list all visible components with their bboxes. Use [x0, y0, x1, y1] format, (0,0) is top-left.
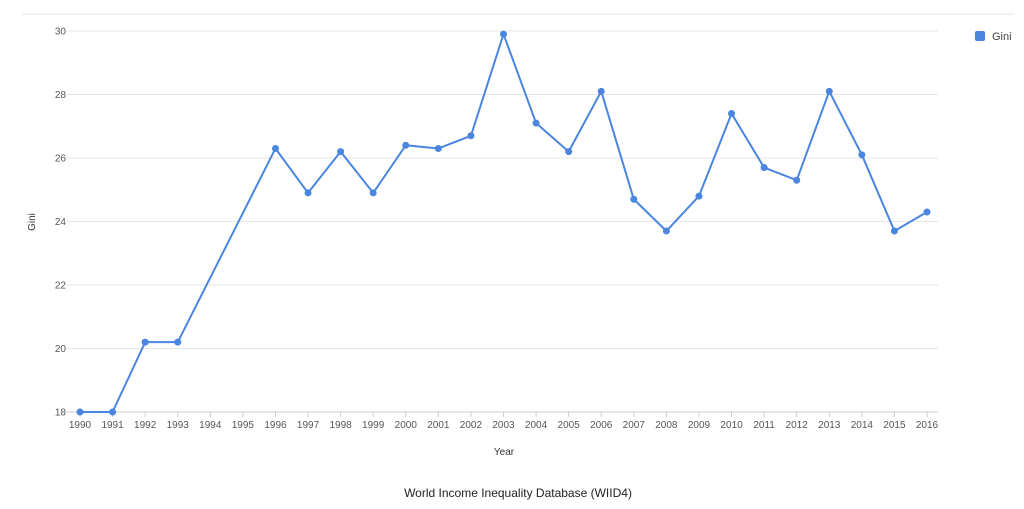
- x-tick-label: 2010: [720, 420, 743, 431]
- x-axis-title: Year: [494, 447, 515, 458]
- x-tick-label: 2016: [916, 420, 939, 431]
- data-point[interactable]: [565, 148, 573, 156]
- x-tick-label: 2011: [753, 420, 775, 431]
- x-tick-label: 2000: [395, 420, 418, 431]
- data-point[interactable]: [500, 30, 507, 38]
- data-point[interactable]: [923, 208, 931, 216]
- legend-swatch: [975, 31, 985, 41]
- data-point[interactable]: [532, 119, 540, 127]
- x-tick-label: 2008: [655, 420, 678, 431]
- x-tick-label: 1998: [329, 420, 352, 431]
- data-point[interactable]: [174, 338, 182, 346]
- x-tick-label: 2013: [818, 420, 841, 431]
- data-point[interactable]: [597, 87, 605, 95]
- x-tick-label: 2003: [492, 420, 515, 431]
- legend-label: Gini: [992, 31, 1012, 43]
- source-caption: World Income Inequality Database (WIID4): [404, 486, 632, 500]
- x-tick-label: 2007: [623, 420, 646, 431]
- data-point[interactable]: [76, 408, 84, 416]
- x-tick-label: 2005: [558, 420, 581, 431]
- x-axis-ticks: 1990 1991 1992 1993 1994 1995 1996 1997 1998 1999…: [69, 412, 939, 431]
- data-point[interactable]: [858, 151, 866, 159]
- x-tick-label: 2009: [688, 420, 711, 431]
- x-tick-label: 1996: [264, 420, 287, 431]
- x-tick-label: 1997: [297, 420, 320, 431]
- data-point[interactable]: [109, 408, 117, 416]
- x-tick-label: 2014: [851, 420, 874, 431]
- series-line: [80, 33, 928, 413]
- y-tick-label: 26: [55, 154, 67, 165]
- data-point[interactable]: [369, 189, 377, 197]
- data-point[interactable]: [728, 110, 736, 118]
- data-point[interactable]: [434, 144, 442, 152]
- data-point[interactable]: [825, 87, 833, 95]
- data-point[interactable]: [695, 192, 703, 200]
- grid-lines: [66, 30, 938, 349]
- data-point[interactable]: [890, 227, 898, 235]
- x-tick-label: 1999: [362, 420, 385, 431]
- data-point[interactable]: [630, 195, 638, 203]
- y-axis-title: Gini: [27, 213, 38, 231]
- y-tick-label: 24: [55, 217, 67, 228]
- series-gini: [76, 30, 931, 416]
- data-point[interactable]: [662, 227, 670, 235]
- y-tick-label: 22: [55, 281, 67, 292]
- x-tick-label: 1995: [232, 420, 255, 431]
- x-tick-label: 1990: [69, 420, 92, 431]
- data-point[interactable]: [141, 338, 149, 346]
- data-point[interactable]: [760, 164, 768, 172]
- x-tick-label: 2015: [883, 420, 906, 431]
- y-axis-ticks: 18 20 22 24 26 28 30: [55, 27, 67, 419]
- data-point[interactable]: [271, 144, 279, 152]
- data-point[interactable]: [304, 189, 312, 197]
- data-point[interactable]: [793, 176, 801, 184]
- y-tick-label: 20: [55, 344, 67, 355]
- data-point[interactable]: [402, 141, 410, 149]
- x-tick-label: 2002: [460, 420, 483, 431]
- y-tick-label: 18: [55, 408, 67, 419]
- x-tick-label: 1991: [101, 420, 124, 431]
- x-tick-label: 1993: [167, 420, 190, 431]
- x-tick-label: 2004: [525, 420, 548, 431]
- x-tick-label: 1994: [199, 420, 222, 431]
- data-point[interactable]: [467, 132, 475, 140]
- data-point[interactable]: [337, 148, 345, 156]
- x-tick-label: 1992: [134, 420, 157, 431]
- x-tick-label: 2006: [590, 420, 613, 431]
- x-tick-label: 2012: [786, 420, 809, 431]
- legend[interactable]: Gini: [975, 31, 1012, 43]
- y-tick-label: 30: [55, 27, 67, 38]
- y-tick-label: 28: [55, 90, 67, 101]
- x-tick-label: 2001: [427, 420, 450, 431]
